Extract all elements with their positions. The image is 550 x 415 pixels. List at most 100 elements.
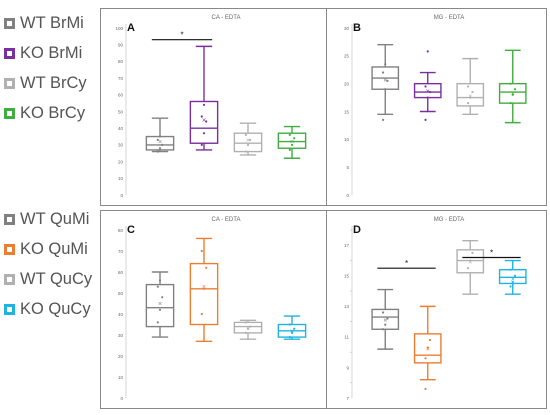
legend-swatch-icon	[4, 107, 15, 119]
legend-item: WT QuMi	[4, 204, 92, 234]
y-tick-label: 70	[118, 249, 124, 254]
legend-label: WT BrCy	[20, 73, 87, 92]
y-tick-label: 70	[118, 76, 124, 81]
data-point	[244, 133, 247, 136]
box-body	[145, 283, 175, 328]
y-tick-label: 15	[344, 274, 350, 279]
data-point	[293, 137, 296, 140]
data-point	[511, 93, 514, 96]
y-tick-label: 60	[118, 93, 124, 98]
data-point	[205, 120, 208, 123]
y-tick-label: 10	[344, 137, 350, 142]
data-point	[158, 308, 162, 311]
legend-label: KO QuMi	[20, 239, 88, 258]
data-point	[511, 280, 514, 284]
legend-swatch-icon	[4, 303, 15, 315]
box-mean-marker: ×	[158, 139, 162, 146]
data-point	[161, 143, 164, 146]
y-tick-label: 40	[118, 126, 124, 131]
box-body	[456, 82, 485, 107]
data-point	[293, 327, 296, 330]
legend-label: KO BrMi	[20, 43, 83, 62]
y-tick-label: 20	[344, 81, 350, 86]
box-mean-marker: ×	[383, 318, 387, 325]
box-body	[189, 262, 219, 326]
data-point	[384, 88, 387, 91]
data-point	[424, 387, 427, 390]
data-point	[469, 96, 472, 99]
data-point	[424, 118, 427, 121]
data-point	[290, 331, 294, 334]
legend-swatch-icon	[4, 77, 15, 89]
data-point	[469, 259, 472, 262]
data-point	[426, 50, 429, 53]
data-point	[249, 138, 252, 141]
data-point	[156, 321, 159, 324]
data-point	[513, 88, 517, 91]
panel-title: MG - EDTA	[434, 217, 465, 223]
data-point	[428, 338, 432, 342]
legend-swatch-icon	[4, 243, 15, 255]
data-point	[202, 103, 206, 106]
legend-quadriceps: WT QuMi KO QuMi WT QuCy KO QuCy	[4, 204, 92, 324]
legend-item: KO QuCy	[4, 294, 92, 324]
data-point	[466, 102, 470, 105]
data-point	[244, 321, 247, 324]
data-point	[246, 143, 250, 146]
box-body	[189, 100, 219, 144]
data-point	[509, 285, 512, 288]
data-point	[381, 328, 385, 331]
legend-label: KO BrCy	[20, 103, 86, 122]
data-point	[158, 147, 162, 150]
data-point	[244, 331, 247, 334]
data-point	[158, 279, 162, 282]
legend-swatch-icon	[4, 47, 15, 59]
legend-label: KO QuCy	[20, 299, 91, 318]
data-point	[381, 118, 385, 121]
y-tick-label: 10	[118, 176, 124, 181]
data-point	[156, 285, 159, 288]
data-point	[386, 79, 389, 82]
y-tick-label: 50	[118, 109, 124, 114]
legend-swatch-icon	[4, 273, 15, 285]
data-point	[426, 96, 429, 99]
y-tick-label: 40	[118, 312, 124, 317]
y-tick-label: 30	[118, 333, 124, 338]
legend-item: WT BrCy	[4, 68, 87, 98]
box-mean-marker: ×	[246, 137, 250, 144]
data-point	[381, 311, 385, 314]
significance-label: *	[180, 31, 183, 40]
legend-item: WT BrMi	[4, 8, 87, 38]
legend-item: KO BrCy	[4, 98, 87, 128]
panel-letter: D	[353, 224, 361, 236]
data-point	[424, 357, 427, 360]
data-point	[386, 317, 389, 320]
data-point	[471, 251, 474, 255]
y-tick-label: 80	[118, 228, 124, 233]
panel-title: CA - EDTA	[212, 217, 241, 223]
y-tick-label: 0	[120, 193, 123, 198]
box-body	[498, 269, 527, 285]
data-point	[200, 115, 203, 118]
box-mean-marker: ×	[290, 328, 294, 335]
data-point	[509, 268, 512, 271]
y-tick-label: 90	[118, 43, 124, 48]
legend-item: WT QuCy	[4, 264, 92, 294]
data-point	[200, 249, 203, 253]
y-tick-label: 13	[344, 304, 350, 309]
panel-frame	[326, 8, 547, 206]
box-mean-marker: ×	[426, 347, 430, 354]
y-tick-label: 60	[118, 270, 124, 275]
legend-item: KO QuMi	[4, 234, 92, 264]
y-tick-label: 5	[346, 165, 349, 170]
y-tick-label: 17	[344, 243, 350, 248]
y-tick-label: 20	[118, 159, 124, 164]
data-point	[246, 327, 250, 330]
y-tick-label: 30	[118, 143, 124, 148]
y-tick-label: 11	[344, 335, 349, 340]
data-point	[156, 138, 159, 141]
data-point	[202, 132, 206, 135]
legend-label: WT QuMi	[20, 209, 90, 228]
box-body	[233, 132, 263, 153]
